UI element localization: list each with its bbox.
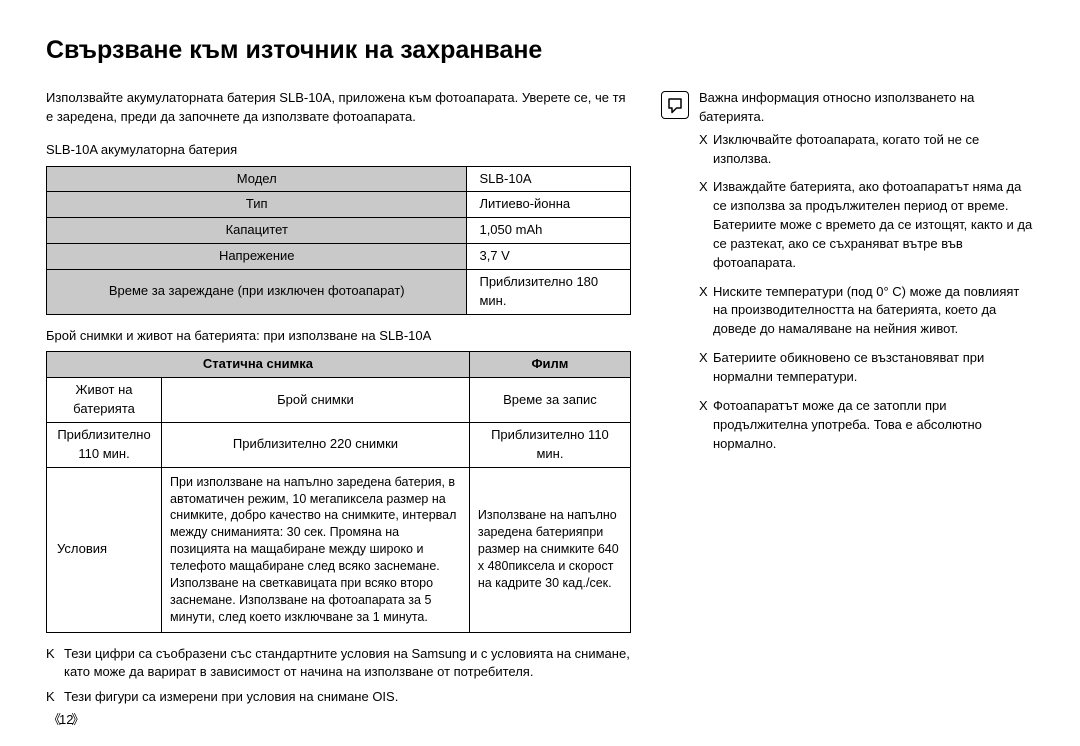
right-column: Важна информация относно използването на…	[661, 89, 1034, 713]
table-row: Условия При използване на напълно зареде…	[47, 467, 631, 632]
header-still: Статична снимка	[47, 352, 470, 378]
content-columns: Използвайте акумулаторната батерия SLB-1…	[46, 89, 1034, 713]
page-number: 12	[48, 709, 85, 728]
right-heading: Важна информация относно използването на…	[699, 89, 1034, 127]
list-item: Изваждайте батерията, ако фотоапаратът н…	[699, 178, 1034, 272]
table-row: Живот на батерията Брой снимки Време за …	[47, 378, 631, 423]
right-text-block: Важна информация относно използването на…	[699, 89, 1034, 713]
table-row: Време за зареждане (при изключен фотоапа…	[47, 269, 631, 314]
page-title: Свързване към източник на захранване	[46, 36, 1034, 65]
spec-table: Модел SLB-10A Тип Литиево-йонна Капаците…	[46, 166, 631, 315]
left-column: Използвайте акумулаторната батерия SLB-1…	[46, 89, 631, 713]
table-row: Напрежение 3,7 V	[47, 244, 631, 270]
table-row: Статична снимка Филм	[47, 352, 631, 378]
spec-label-cell: Време за зареждане (при изключен фотоапа…	[47, 269, 467, 314]
spec-value-cell: 1,050 mAh	[467, 218, 631, 244]
cell-shots-label: Брой снимки	[162, 378, 470, 423]
spec-value-cell: Приблизително 180 мин.	[467, 269, 631, 314]
table-row: Тип Литиево-йонна	[47, 192, 631, 218]
spec-label-cell: Модел	[47, 166, 467, 192]
spec-label-cell: Тип	[47, 192, 467, 218]
cell-life-value: Приблизително 110 мин.	[47, 422, 162, 467]
table-row: Приблизително 110 мин. Приблизително 220…	[47, 422, 631, 467]
note-icon	[661, 91, 689, 119]
table-row: Капацитет 1,050 mAh	[47, 218, 631, 244]
list-item: Батериите обикновено се възстановяват пр…	[699, 349, 1034, 387]
conditions-still-cell: При използване на напълно заредена батер…	[162, 467, 470, 632]
intro-text: Използвайте акумулаторната батерия SLB-1…	[46, 89, 631, 127]
usage-table: Статична снимка Филм Живот на батерията …	[46, 351, 631, 632]
conditions-label-cell: Условия	[47, 467, 162, 632]
footnote-1: Тези цифри са съобразени със стандартнит…	[46, 645, 631, 683]
list-item: Ниските температури (под 0° C) може да п…	[699, 283, 1034, 340]
footnote-2: Тези фигури са измерени при условия на с…	[46, 688, 631, 707]
right-bullet-list: Изключвайте фотоапарата, когато той не с…	[699, 131, 1034, 454]
spec-label-cell: Напрежение	[47, 244, 467, 270]
list-item: Изключвайте фотоапарата, когато той не с…	[699, 131, 1034, 169]
cell-shots-value: Приблизително 220 снимки	[162, 422, 470, 467]
list-item: Фотоапаратът може да се затопли при прод…	[699, 397, 1034, 454]
spec-table-label: SLB-10A акумулаторна батерия	[46, 141, 631, 160]
header-movie: Филм	[469, 352, 630, 378]
cell-rec-label: Време за запис	[469, 378, 630, 423]
footnotes: Тези цифри са съобразени със стандартнит…	[46, 645, 631, 708]
usage-table-label: Брой снимки и живот на батерията: при из…	[46, 327, 631, 346]
cell-life-label: Живот на батерията	[47, 378, 162, 423]
spec-value-cell: Литиево-йонна	[467, 192, 631, 218]
spec-value-cell: 3,7 V	[467, 244, 631, 270]
table-row: Модел SLB-10A	[47, 166, 631, 192]
spec-value-cell: SLB-10A	[467, 166, 631, 192]
spec-label-cell: Капацитет	[47, 218, 467, 244]
cell-rec-value: Приблизително 110 мин.	[469, 422, 630, 467]
conditions-movie-cell: Използване на напълно заредена батерияпр…	[469, 467, 630, 632]
